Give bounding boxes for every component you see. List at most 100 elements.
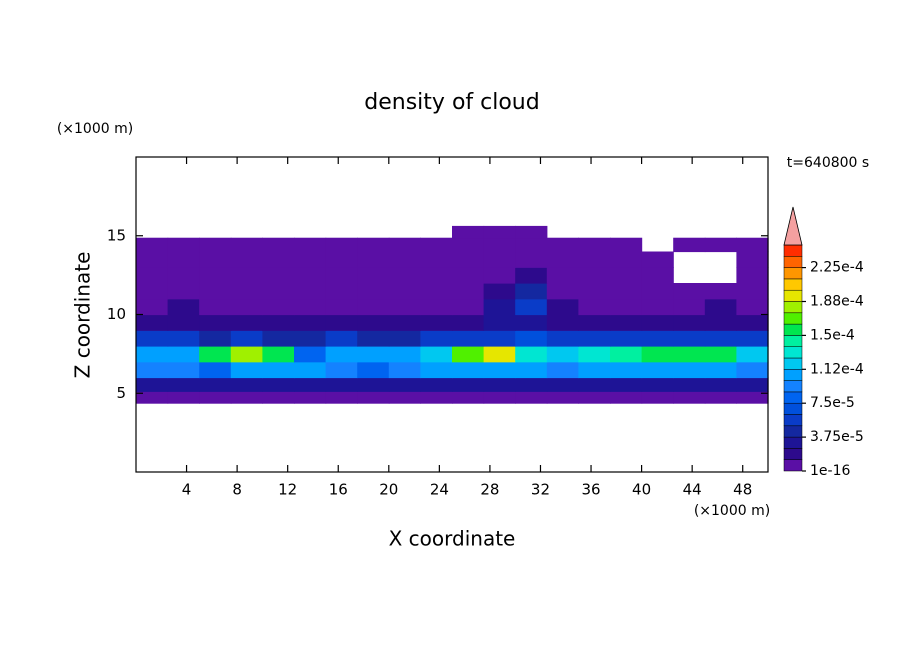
- contour-cell: [515, 298, 548, 316]
- colorbar-band: [783, 312, 803, 325]
- contour-cell: [420, 361, 453, 379]
- contour-cell: [610, 267, 643, 284]
- contour-cell: [452, 225, 485, 239]
- contour-cell: [167, 251, 200, 268]
- contour-cell: [641, 267, 674, 284]
- contour-cell: [199, 330, 232, 347]
- contour-cell: [136, 298, 169, 316]
- colorbar-band: [783, 436, 803, 449]
- contour-cell: [136, 267, 169, 284]
- contour-cell: [262, 377, 295, 392]
- contour-cell: [736, 298, 769, 316]
- contour-cell: [136, 391, 169, 404]
- x-tick-label: 4: [182, 481, 192, 499]
- x-tick-label: 40: [632, 481, 651, 499]
- contour-cell: [325, 377, 358, 392]
- contour-cell: [325, 251, 358, 268]
- y-axis-label: Z coordinate: [71, 252, 95, 379]
- contour-cell: [483, 391, 516, 404]
- contour-cell: [452, 377, 485, 392]
- contour-cell: [515, 283, 548, 300]
- contour-cell: [262, 251, 295, 268]
- contour-cell: [262, 298, 295, 316]
- contour-cell: [294, 298, 327, 316]
- contour-cell: [483, 251, 516, 268]
- contour-cell: [483, 330, 516, 347]
- contour-cell: [230, 237, 263, 253]
- contour-cell: [325, 330, 358, 347]
- contour-cell: [704, 314, 737, 331]
- contour-cell: [136, 283, 169, 300]
- contour-cell: [325, 314, 358, 331]
- contour-cell: [515, 346, 548, 363]
- colorbar-band: [783, 301, 803, 314]
- contour-cell: [136, 251, 169, 268]
- contour-cell: [452, 283, 485, 300]
- contour-cell: [673, 314, 706, 331]
- contour-cell: [357, 237, 390, 253]
- contour-cell: [230, 330, 263, 347]
- contour-cell: [673, 298, 706, 316]
- contour-cell: [546, 251, 579, 268]
- contour-cell: [673, 377, 706, 392]
- contour-cell: [578, 346, 611, 363]
- contour-cell: [357, 314, 390, 331]
- contour-cell: [704, 283, 737, 300]
- colorbar-band: [783, 323, 803, 336]
- contour-cell: [420, 377, 453, 392]
- contour-cell: [578, 330, 611, 347]
- contour-cell: [325, 391, 358, 404]
- contour-cell: [388, 377, 421, 392]
- contour-cell: [515, 391, 548, 404]
- contour-cell: [610, 314, 643, 331]
- contour-cell: [388, 314, 421, 331]
- colorbar-band: [783, 391, 803, 404]
- contour-cell: [452, 251, 485, 268]
- contour-cell: [483, 237, 516, 253]
- contour-cell: [388, 330, 421, 347]
- contour-cell: [199, 377, 232, 392]
- contour-cell: [704, 330, 737, 347]
- contour-cell: [673, 361, 706, 379]
- contour-cell: [420, 283, 453, 300]
- colorbar-band: [783, 335, 803, 347]
- contour-cell: [452, 237, 485, 253]
- colorbar-tick-label: 1.5e-4: [810, 327, 855, 343]
- colorbar-band: [783, 402, 803, 415]
- y-tick-label: 10: [107, 305, 126, 323]
- contour-cell: [452, 330, 485, 347]
- colorbar-band: [783, 278, 803, 291]
- contour-cell: [641, 298, 674, 316]
- contour-cell: [736, 361, 769, 379]
- contour-cell: [546, 283, 579, 300]
- contour-cell: [262, 361, 295, 379]
- x-tick-label: 44: [683, 481, 702, 499]
- colorbar-extension: [783, 206, 803, 246]
- contour-cell: [515, 251, 548, 268]
- contour-cell: [610, 251, 643, 268]
- contour-cell: [578, 298, 611, 316]
- contour-cell: [357, 298, 390, 316]
- contour-cell: [388, 346, 421, 363]
- contour-cell: [641, 346, 674, 363]
- y-tick-label: 15: [107, 226, 126, 244]
- contour-cell: [136, 237, 169, 253]
- contour-cell: [673, 330, 706, 347]
- x-tick-label: 12: [278, 481, 297, 499]
- contour-cell: [167, 298, 200, 316]
- contour-cell: [325, 346, 358, 363]
- contour-cell: [483, 225, 516, 239]
- contour-cell: [610, 330, 643, 347]
- contour-cell: [136, 330, 169, 347]
- contour-cell: [483, 377, 516, 392]
- colorbar-tick-label: 7.5e-5: [810, 395, 855, 411]
- contour-cell: [420, 298, 453, 316]
- contour-cell: [641, 251, 674, 268]
- contour-cell: [546, 267, 579, 284]
- contour-cell: [230, 267, 263, 284]
- contour-cell: [736, 237, 769, 253]
- contour-cell: [483, 267, 516, 284]
- contour-cell: [483, 314, 516, 331]
- contour-cell: [388, 361, 421, 379]
